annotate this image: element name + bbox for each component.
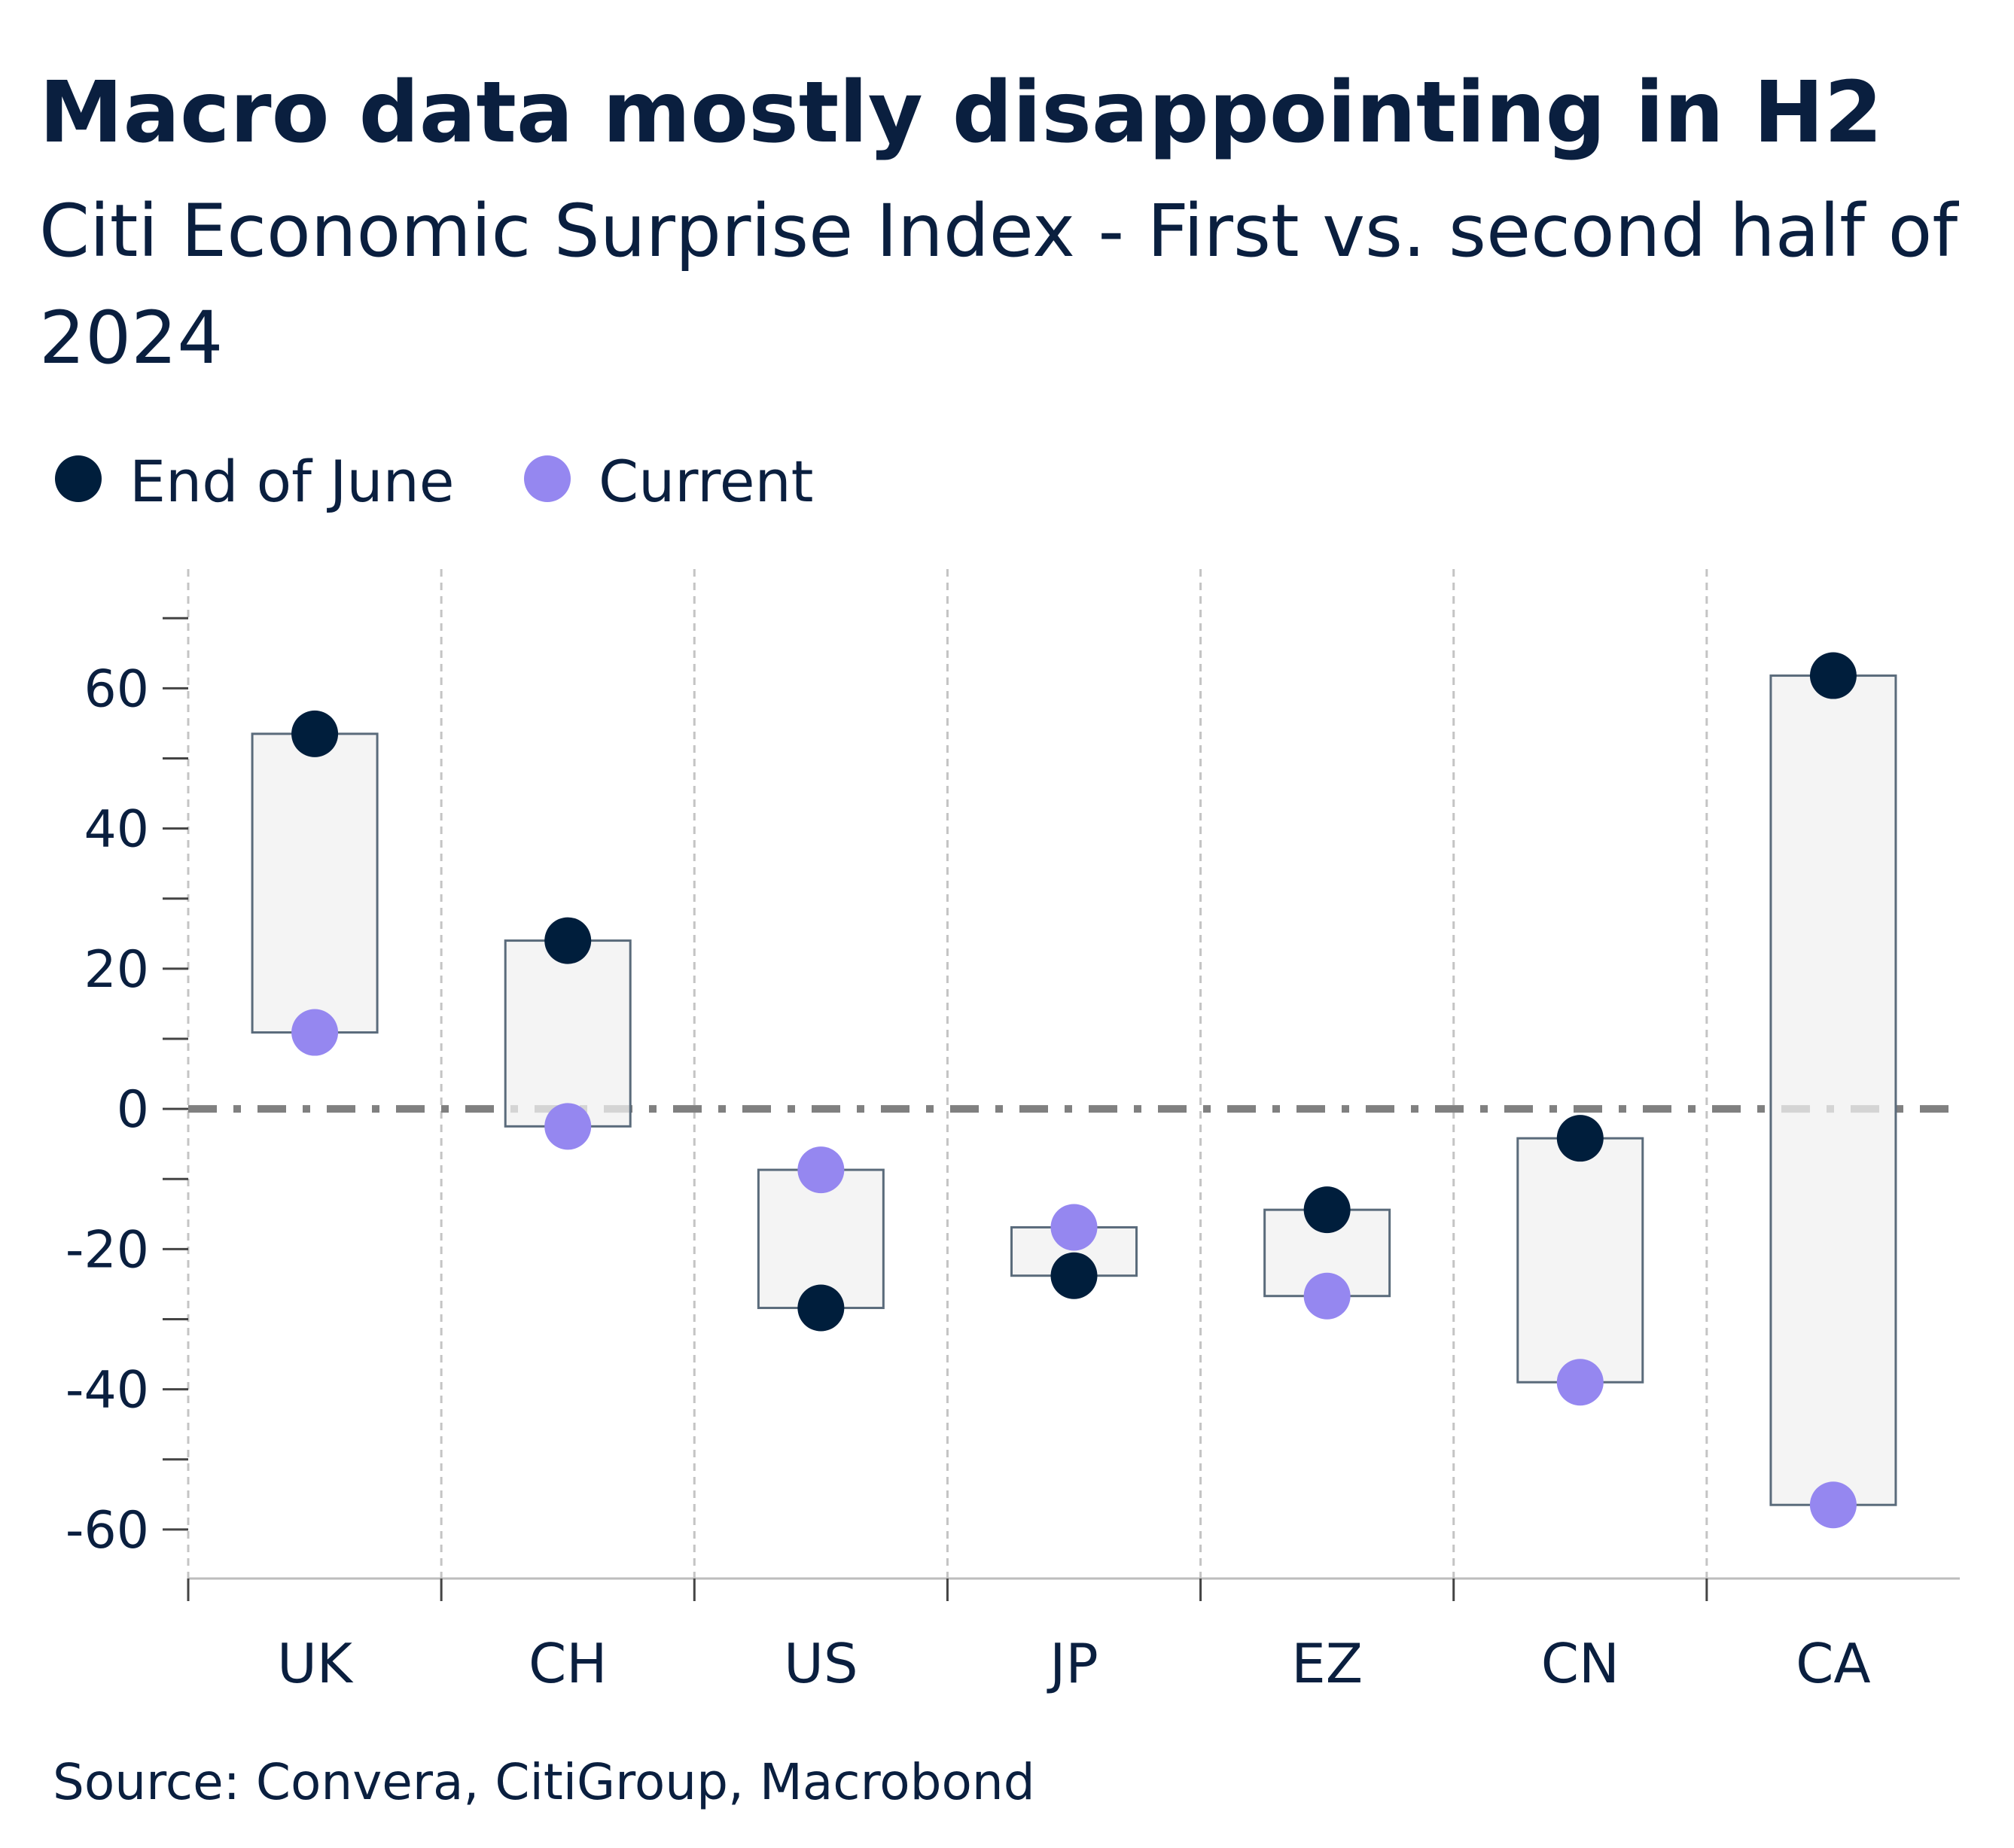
chart-subtitle-line2: 2024 bbox=[39, 296, 223, 380]
x-category-label: CH bbox=[529, 1632, 607, 1695]
point-current-cn bbox=[1556, 1359, 1604, 1406]
range-box-uk bbox=[251, 732, 379, 1034]
point-end-of-june-jp bbox=[1050, 1252, 1098, 1299]
range-box-ch bbox=[504, 939, 632, 1128]
chart-subtitle-line1: Citi Economic Surprise Index - First vs.… bbox=[39, 189, 1959, 273]
y-tick-label: -60 bbox=[66, 1501, 149, 1560]
point-current-uk bbox=[291, 1009, 339, 1056]
chart-title: Macro data mostly disappointing in H2 bbox=[39, 64, 1883, 162]
y-tick-label: -20 bbox=[66, 1220, 149, 1280]
point-current-ch bbox=[544, 1103, 592, 1150]
point-end-of-june-ez bbox=[1303, 1186, 1351, 1234]
point-end-of-june-us bbox=[797, 1284, 845, 1332]
point-current-ca bbox=[1809, 1481, 1857, 1529]
range-box-cn bbox=[1516, 1137, 1644, 1384]
legend-label-current: Current bbox=[599, 448, 813, 515]
range-box-ca bbox=[1769, 674, 1897, 1506]
x-category-label: EZ bbox=[1291, 1632, 1363, 1695]
legend: End of June Current bbox=[55, 448, 813, 515]
point-current-jp bbox=[1050, 1204, 1098, 1251]
point-end-of-june-uk bbox=[291, 710, 339, 757]
y-tick-label: 20 bbox=[84, 940, 149, 1000]
point-end-of-june-ch bbox=[544, 917, 592, 964]
source-note: Source: Convera, CitiGroup, Macrobond bbox=[53, 1753, 1035, 1811]
x-category-label: CA bbox=[1796, 1632, 1871, 1695]
y-tick-label: 0 bbox=[117, 1080, 149, 1140]
point-end-of-june-cn bbox=[1556, 1115, 1604, 1162]
y-tick-label: 60 bbox=[84, 659, 149, 719]
x-category-label: CN bbox=[1541, 1632, 1619, 1695]
legend-marker-end-of-june bbox=[55, 455, 102, 502]
legend-label-end-of-june: End of June bbox=[129, 448, 455, 515]
y-tick-label: -40 bbox=[66, 1361, 149, 1420]
point-end-of-june-ca bbox=[1809, 652, 1857, 699]
point-current-us bbox=[797, 1146, 845, 1194]
y-tick-label: 40 bbox=[84, 800, 149, 860]
legend-marker-current bbox=[524, 455, 571, 502]
point-current-ez bbox=[1303, 1272, 1351, 1320]
x-category-label: JP bbox=[1047, 1632, 1098, 1695]
x-category-label: US bbox=[784, 1632, 858, 1695]
plot-area: -60 -40 -20 0 20 40 60 UK CH US JP EZ CN CA bbox=[66, 569, 1960, 1695]
x-category-label: UK bbox=[277, 1632, 354, 1695]
